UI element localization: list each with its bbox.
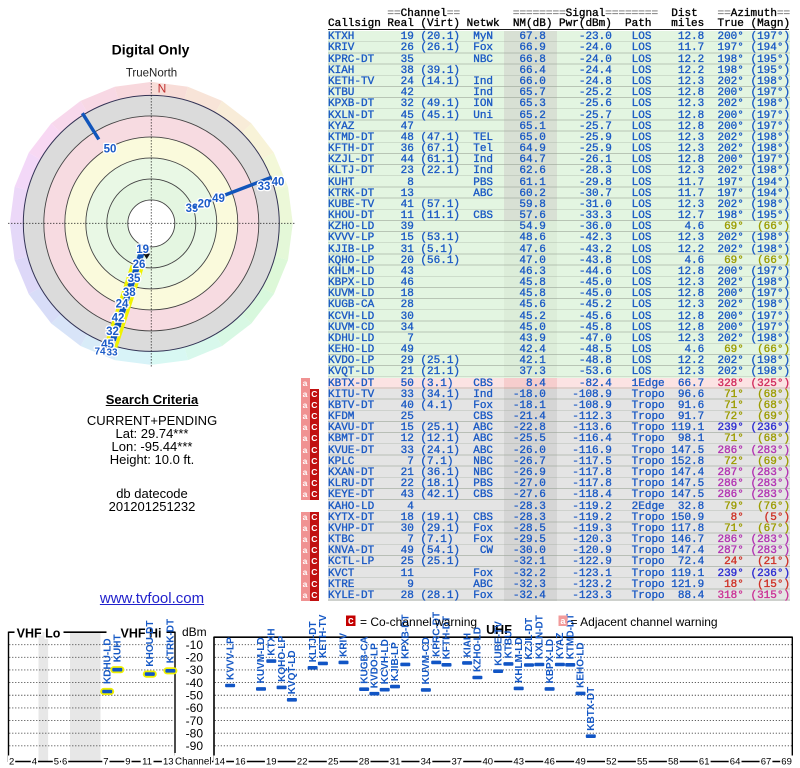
svg-text:KUVM-LD: KUVM-LD <box>256 637 267 683</box>
svg-text:45: 45 <box>101 339 114 351</box>
svg-text:-90: -90 <box>186 739 204 753</box>
svg-text:9: 9 <box>125 757 130 768</box>
svg-text:58: 58 <box>668 757 679 768</box>
svg-text:VHF Lo: VHF Lo <box>17 627 61 641</box>
svg-text:33: 33 <box>258 181 271 193</box>
svg-text:-50: -50 <box>186 689 204 703</box>
svg-text:KTXH: KTXH <box>267 628 278 655</box>
svg-text:VHF Hi: VHF Hi <box>121 627 162 641</box>
svg-text:KLTJ-DT: KLTJ-DT <box>308 621 319 662</box>
svg-text:KPRC-DT: KPRC-DT <box>431 612 442 657</box>
svg-text:32: 32 <box>106 326 119 338</box>
svg-text:16: 16 <box>235 757 246 768</box>
svg-text:6: 6 <box>62 757 67 768</box>
svg-text:11: 11 <box>142 757 152 768</box>
svg-text:55: 55 <box>637 757 648 768</box>
svg-text:52: 52 <box>606 757 617 768</box>
svg-text:34: 34 <box>421 757 432 768</box>
svg-text:64: 64 <box>730 757 741 768</box>
svg-text:40: 40 <box>483 757 494 768</box>
svg-text:KYAZ: KYAZ <box>555 633 566 659</box>
svg-text:19: 19 <box>136 244 149 256</box>
svg-text:-60: -60 <box>186 701 204 715</box>
svg-text:19: 19 <box>266 757 277 768</box>
svg-text:KTBU: KTBU <box>504 631 515 659</box>
svg-text:14: 14 <box>215 757 226 768</box>
svg-text:KUVM-CD: KUVM-CD <box>421 637 432 684</box>
svg-text:= Adjacent channel warning: = Adjacent channel warning <box>571 615 718 629</box>
svg-text:7: 7 <box>103 757 108 768</box>
svg-text:KIAH: KIAH <box>462 633 473 657</box>
svg-text:KTMD-DT: KTMD-DT <box>565 614 576 660</box>
svg-text:KFTH-DT: KFTH-DT <box>442 616 453 659</box>
svg-text:KZJL-DT: KZJL-DT <box>524 618 535 660</box>
svg-text:KXLN-DT: KXLN-DT <box>535 615 546 659</box>
svg-text:KPXB-DT: KPXB-DT <box>401 614 412 658</box>
svg-text:KTRK-DT: KTRK-DT <box>166 619 177 663</box>
svg-text:KHLM-LD: KHLM-LD <box>514 637 525 683</box>
svg-text:49: 49 <box>575 757 586 768</box>
svg-text:69: 69 <box>781 757 792 768</box>
svg-text:28: 28 <box>359 757 370 768</box>
svg-text:KJIB-LP: KJIB-LP <box>390 642 401 681</box>
svg-text:43: 43 <box>513 757 524 768</box>
svg-text:KQHO-LP: KQHO-LP <box>277 635 288 681</box>
svg-text:dBm: dBm <box>182 625 207 639</box>
svg-text:KCVH-LD: KCVH-LD <box>380 639 391 684</box>
svg-text:Digital Only: Digital Only <box>112 42 190 58</box>
svg-text:22: 22 <box>297 757 308 768</box>
svg-text:Channel: Channel <box>175 757 212 768</box>
svg-text:26: 26 <box>133 259 146 271</box>
svg-text:50: 50 <box>104 144 117 156</box>
svg-text:4: 4 <box>32 757 37 768</box>
svg-text:-70: -70 <box>186 714 204 728</box>
svg-text:KBPX-LD: KBPX-LD <box>545 639 556 683</box>
svg-text:-30: -30 <box>186 663 204 677</box>
svg-text:KEHO-LD: KEHO-LD <box>576 642 587 688</box>
svg-text:KUBE-TV: KUBE-TV <box>493 621 504 666</box>
svg-text:-20: -20 <box>186 651 204 665</box>
svg-text:C: C <box>348 616 354 627</box>
svg-text:-10: -10 <box>186 638 204 652</box>
svg-text:5: 5 <box>54 757 59 768</box>
svg-text:KRIV: KRIV <box>339 633 350 657</box>
svg-text:-80: -80 <box>186 726 204 740</box>
svg-text:42: 42 <box>112 313 125 325</box>
svg-text:KVVV-LP: KVVV-LP <box>225 637 236 680</box>
svg-text:-40: -40 <box>186 676 204 690</box>
svg-text:KUHT: KUHT <box>113 634 124 662</box>
svg-text:25: 25 <box>328 757 339 768</box>
svg-text:46: 46 <box>544 757 555 768</box>
svg-text:20: 20 <box>198 199 211 211</box>
svg-text:67: 67 <box>761 757 772 768</box>
svg-text:KHOU-DT: KHOU-DT <box>145 620 156 666</box>
svg-text:33: 33 <box>106 348 118 359</box>
svg-text:N: N <box>158 82 167 96</box>
svg-text:24: 24 <box>116 299 129 311</box>
svg-text:KETH-TV: KETH-TV <box>318 614 329 658</box>
svg-text:KZHO-LD: KZHO-LD <box>473 627 484 672</box>
svg-text:74: 74 <box>94 347 106 358</box>
svg-text:UHF: UHF <box>486 623 512 637</box>
svg-text:37: 37 <box>452 757 463 768</box>
svg-text:= Co-channel warning: = Co-channel warning <box>360 615 477 629</box>
svg-text:13: 13 <box>163 757 174 768</box>
svg-text:KVDO-LP: KVDO-LP <box>370 643 381 688</box>
svg-text:49: 49 <box>212 193 225 205</box>
svg-text:a: a <box>560 616 566 627</box>
svg-text:2: 2 <box>9 757 14 768</box>
svg-text:61: 61 <box>699 757 710 768</box>
svg-text:KBTX-DT: KBTX-DT <box>586 687 597 731</box>
svg-text:KUGB-CA: KUGB-CA <box>359 636 370 683</box>
svg-text:31: 31 <box>390 757 401 768</box>
svg-text:39: 39 <box>186 203 199 215</box>
svg-text:38: 38 <box>123 287 136 299</box>
svg-text:35: 35 <box>128 273 141 285</box>
svg-text:KDHU-LD: KDHU-LD <box>102 638 113 684</box>
svg-text:TrueNorth: TrueNorth <box>126 68 177 80</box>
svg-text:40: 40 <box>272 176 285 188</box>
svg-text:KVQT-LD: KVQT-LD <box>287 650 298 694</box>
